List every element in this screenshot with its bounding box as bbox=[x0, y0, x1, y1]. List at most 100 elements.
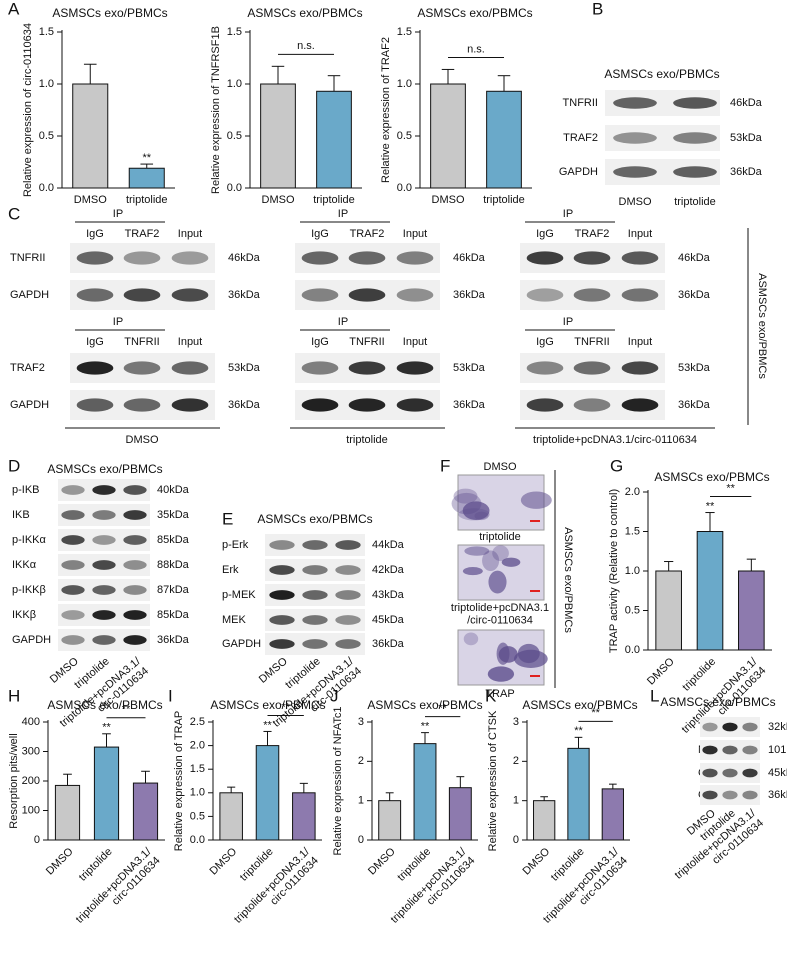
bar bbox=[738, 570, 765, 651]
blot-band bbox=[396, 398, 434, 412]
y-axis-label: Relative expression of TNFRSF1B bbox=[210, 26, 222, 194]
kda-label: 45kDa bbox=[768, 767, 787, 779]
protein-label: IKB bbox=[12, 509, 30, 521]
kda-label: 87kDa bbox=[157, 584, 190, 596]
lane-label: TNFRII bbox=[124, 336, 159, 348]
blot-band bbox=[92, 635, 116, 645]
kda-label: 53kDa bbox=[453, 362, 486, 374]
ip-label: IP bbox=[338, 316, 348, 328]
blot-band bbox=[621, 288, 659, 302]
blot-band bbox=[526, 398, 564, 412]
cell-blob bbox=[451, 492, 482, 515]
protein-label: p-IKKα bbox=[12, 534, 47, 546]
bracket-label: ** bbox=[591, 707, 600, 719]
x-tick-label: triptolide bbox=[313, 194, 355, 206]
blot-band bbox=[722, 790, 738, 800]
lane-label: TNFRII bbox=[349, 336, 384, 348]
blot-band bbox=[302, 540, 328, 550]
panel-letter: D bbox=[8, 456, 20, 475]
blot-band bbox=[526, 251, 564, 265]
kda-label: 36kDa bbox=[228, 399, 261, 411]
text-line: /circ-0110634 bbox=[467, 615, 533, 627]
y-tick-label: 1.0 bbox=[397, 78, 412, 90]
y-tick-label: 2.0 bbox=[625, 486, 640, 498]
y-axis-label: Relative expression of NFATc1 bbox=[332, 707, 344, 856]
ip-label: IP bbox=[563, 208, 573, 220]
kda-label: 53kDa bbox=[678, 362, 711, 374]
kda-label: 36kDa bbox=[157, 634, 190, 646]
lane-label: TRAF2 bbox=[125, 228, 160, 240]
cell-blob bbox=[464, 546, 490, 556]
bar bbox=[448, 787, 472, 841]
x-tick-label: DMSO bbox=[74, 194, 107, 206]
bar bbox=[54, 784, 81, 841]
y-tick-label: 400 bbox=[22, 716, 40, 728]
y-axis-label: Relative expression of TRAP bbox=[173, 711, 185, 851]
y-tick-label: 1.0 bbox=[39, 78, 54, 90]
x-tick-label: triptolide+pcDNA3.1/circ-0110634 bbox=[541, 845, 631, 935]
x-tick-label: triptolide+pcDNA3.1/circ-0110634 bbox=[232, 845, 322, 935]
x-tick-label: triptolide+pcDNA3.1/circ-0110634 bbox=[74, 845, 164, 935]
x-tick-label: triptolide+pcDNA3.1/circ-0110634 bbox=[388, 845, 478, 935]
protein-label: GAPDH bbox=[559, 166, 598, 178]
x-tick-label: DMSO bbox=[208, 845, 240, 877]
ip-label: IP bbox=[113, 316, 123, 328]
kda-label: 45kDa bbox=[372, 614, 405, 626]
x-tick-label: triptolide bbox=[77, 846, 115, 884]
bar bbox=[413, 743, 437, 841]
chart-title: ASMSCs exo/PBMCs bbox=[654, 470, 769, 484]
protein-label: TRAF2 bbox=[10, 362, 45, 374]
lane-label: Input bbox=[628, 336, 652, 348]
kda-label: 44kDa bbox=[372, 539, 405, 551]
blot-band bbox=[348, 251, 386, 265]
kda-label: 53kDa bbox=[228, 362, 261, 374]
cell-blob bbox=[496, 642, 510, 665]
blot-band bbox=[61, 635, 85, 645]
blot-band bbox=[722, 722, 738, 732]
lane-label: Input bbox=[403, 228, 427, 240]
significance-mark: ** bbox=[142, 152, 151, 164]
blot-band bbox=[302, 590, 328, 600]
text-line: triptolide+pcDNA3.1 bbox=[451, 602, 549, 614]
lane-label: IgG bbox=[311, 336, 329, 348]
lane-label: TRAF2 bbox=[350, 228, 385, 240]
blot-band bbox=[61, 610, 85, 620]
y-tick-label: 0.5 bbox=[397, 130, 412, 142]
kda-label: 36kDa bbox=[228, 289, 261, 301]
bar bbox=[655, 570, 682, 651]
kda-label: 85kDa bbox=[157, 534, 190, 546]
blot-band bbox=[722, 745, 738, 755]
kda-label: 35kDa bbox=[157, 509, 190, 521]
protein-label: p-IKB bbox=[12, 484, 40, 496]
blot-band bbox=[123, 635, 147, 645]
y-tick-label: 1.5 bbox=[190, 763, 205, 775]
y-tick-label: 3 bbox=[358, 716, 364, 728]
panel-letter: F bbox=[440, 456, 450, 475]
protein-label: TRAF2 bbox=[563, 132, 598, 144]
y-tick-label: 1 bbox=[358, 795, 364, 807]
blot-band bbox=[123, 585, 147, 595]
bracket-label: n.s. bbox=[297, 40, 315, 52]
blot-band bbox=[673, 97, 717, 109]
blot-band bbox=[742, 790, 758, 800]
y-tick-label: 1.0 bbox=[625, 565, 640, 577]
blot-band bbox=[92, 585, 116, 595]
cell-blob bbox=[463, 632, 479, 646]
blot-band bbox=[335, 639, 361, 649]
blot-band bbox=[269, 590, 295, 600]
image-label: triptolide bbox=[479, 531, 521, 543]
blot-band bbox=[76, 361, 114, 375]
cell-blob bbox=[453, 488, 478, 504]
y-axis-label: Relative expression of CTSK bbox=[487, 710, 499, 851]
blot-band bbox=[621, 251, 659, 265]
blot-band bbox=[722, 768, 738, 778]
protein-label: GAPDH bbox=[10, 399, 49, 411]
cell-blob bbox=[482, 550, 500, 571]
blot-band bbox=[742, 768, 758, 778]
y-tick-label: 1.5 bbox=[625, 525, 640, 537]
cell-blob bbox=[462, 567, 483, 576]
kda-label: 46kDa bbox=[678, 252, 711, 264]
bar bbox=[72, 83, 109, 189]
lane-label: TRAF2 bbox=[575, 228, 610, 240]
blot-band bbox=[396, 288, 434, 302]
